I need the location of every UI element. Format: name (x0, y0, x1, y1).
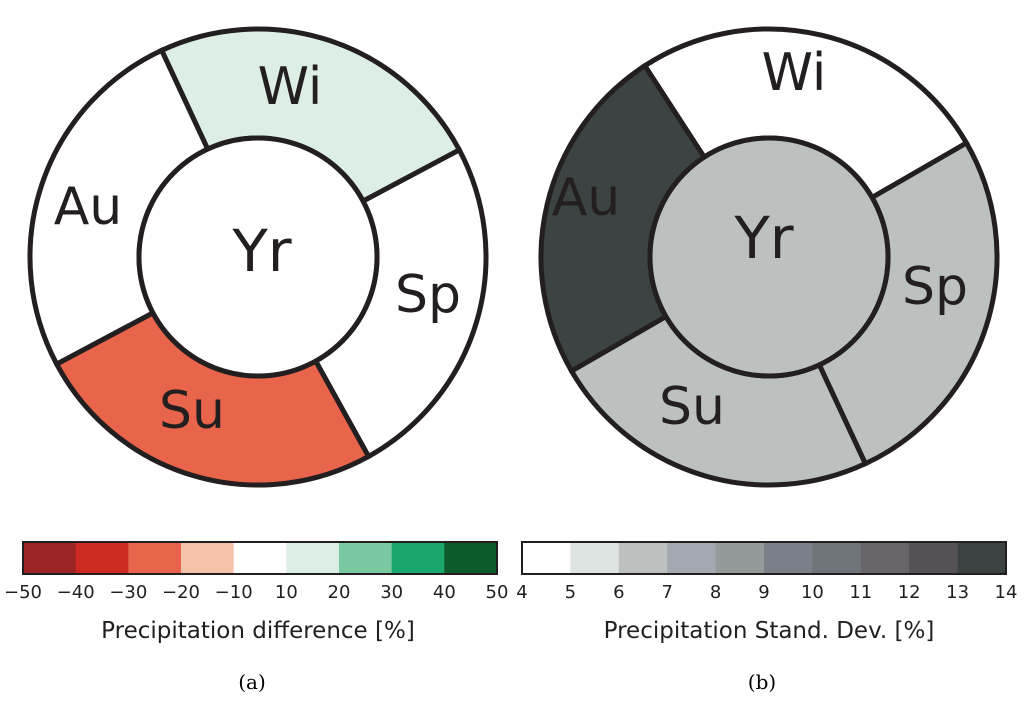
colorbar-swatch (444, 542, 498, 574)
colorbar-swatch (522, 542, 571, 574)
colorbar-swatch (181, 542, 235, 574)
colorbar-tick-label: −10 (215, 582, 253, 603)
colorbar-swatch (75, 542, 129, 574)
colorbar-swatch (23, 542, 77, 574)
colorbar-frame (22, 541, 498, 575)
colorbar-tick-label: −30 (109, 582, 147, 603)
colorbar-tick-label: 13 (946, 582, 969, 603)
colorbar-swatch (764, 542, 813, 574)
segment-label-wi: Wi (258, 57, 323, 117)
colorbar-tick-label: −50 (4, 582, 42, 603)
colorbar-swatch (391, 542, 445, 574)
colorbar-swatch (128, 542, 182, 574)
colorbar-tick-label: 30 (380, 582, 403, 603)
panel-a-colorbar-title: Precipitation difference [%] (101, 618, 415, 644)
colorbar-tick-label: 9 (758, 582, 769, 603)
colorbar-tick-label: 4 (516, 582, 527, 603)
panel-b-colorbar-title: Precipitation Stand. Dev. [%] (604, 618, 935, 644)
center-disk-yr (136, 135, 380, 379)
colorbar-tick-label: 6 (613, 582, 624, 603)
colorbar-swatch (667, 542, 717, 574)
segment-label-sp: Sp (902, 257, 968, 317)
colorbar-swatch (812, 542, 862, 574)
colorbar-swatch (909, 542, 959, 574)
segment-label-wi: Wi (762, 43, 827, 103)
panel-a-ring-diagram: Wi Sp Su Au Yr (27, 26, 489, 488)
colorbar-frame (521, 541, 1007, 575)
colorbar-tick-label: 7 (661, 582, 672, 603)
colorbar-tick-label: 10 (275, 582, 298, 603)
colorbar-swatch (957, 542, 1007, 574)
colorbar-swatch (339, 542, 393, 574)
center-label: Yr (733, 204, 793, 272)
center-label: Yr (231, 217, 291, 285)
colorbar-swatch (618, 542, 668, 574)
colorbar-swatch (286, 542, 340, 574)
segment-label-au: Au (54, 177, 123, 237)
colorbar-swatch (860, 542, 910, 574)
colorbar-tick-label: 5 (565, 582, 576, 603)
colorbar-tick-label: −40 (57, 582, 95, 603)
panel-b-caption: (b) (748, 670, 776, 694)
segment-label-au: Au (552, 168, 621, 228)
colorbar-tick-label: 8 (710, 582, 721, 603)
panel-b-ring-diagram: Wi Sp Su Au Yr (538, 26, 1000, 488)
panel-a-colorbar: −50 −40 −30 −20 −10 10 20 30 40 50 (4, 541, 509, 603)
colorbar-tick-label: 50 (486, 582, 509, 603)
segment-label-sp: Sp (395, 265, 461, 325)
colorbar-swatch (233, 542, 287, 574)
colorbar-tick-label: 14 (995, 582, 1018, 603)
segment-label-su: Su (159, 381, 225, 441)
colorbar-tick-label: 11 (849, 582, 872, 603)
colorbar-swatch (715, 542, 765, 574)
segment-label-su: Su (659, 377, 725, 437)
colorbar-tick-label: 20 (328, 582, 351, 603)
center-disk-yr (647, 135, 891, 379)
colorbar-tick-label: 12 (898, 582, 921, 603)
panel-a-caption: (a) (238, 670, 266, 694)
panel-b-colorbar: 4 5 6 7 8 9 10 11 12 13 14 (516, 541, 1018, 603)
colorbar-tick-label: −20 (162, 582, 200, 603)
colorbar-tick-label: 10 (801, 582, 824, 603)
colorbar-tick-label: 40 (433, 582, 456, 603)
colorbar-swatch (570, 542, 620, 574)
